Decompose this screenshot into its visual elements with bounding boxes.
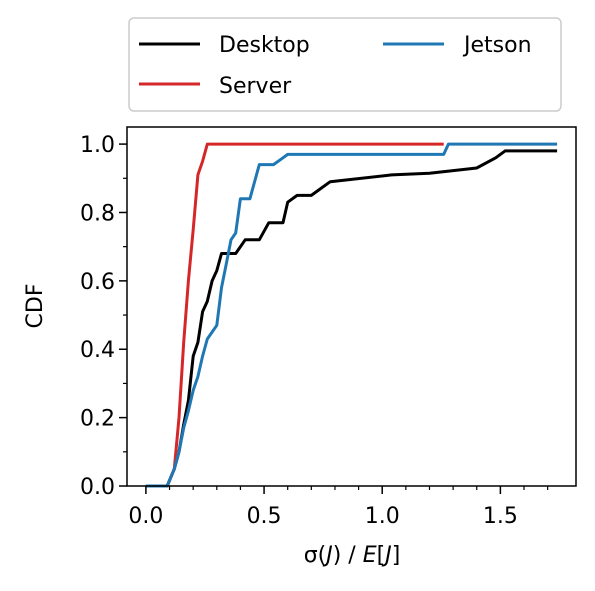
series-line-jetson (145, 142, 558, 488)
x-tick-label: 1.5 (483, 504, 518, 529)
y-axis-ticks: 0.0 0.2 0.4 0.6 0.8 1.0 (80, 133, 127, 500)
y-tick-label: 0.0 (80, 475, 115, 500)
legend-label-jetson: Jetson (462, 33, 532, 58)
x-tick-label: 0.0 (128, 504, 163, 529)
y-tick-label: 1.0 (80, 133, 115, 158)
plot-lines (145, 142, 558, 488)
y-tick-label: 0.6 (80, 270, 115, 295)
legend-frame (128, 17, 562, 112)
legend: Desktop Server Jetson (128, 17, 562, 112)
y-axis-label: CDF (23, 284, 48, 329)
plot-frame (126, 126, 577, 487)
x-axis-ticks: 0.0 0.5 1.0 1.5 (128, 486, 549, 529)
x-tick-label: 1.0 (365, 504, 400, 529)
y-tick-label: 0.2 (80, 407, 115, 432)
legend-label-desktop: Desktop (219, 33, 310, 58)
x-tick-label: 0.5 (247, 504, 282, 529)
legend-label-server: Server (219, 74, 292, 99)
y-tick-label: 0.8 (80, 201, 115, 226)
series-line-desktop (145, 149, 558, 488)
x-axis-label: σ(J) / E[J] (304, 543, 401, 568)
y-tick-label: 0.4 (80, 338, 115, 363)
